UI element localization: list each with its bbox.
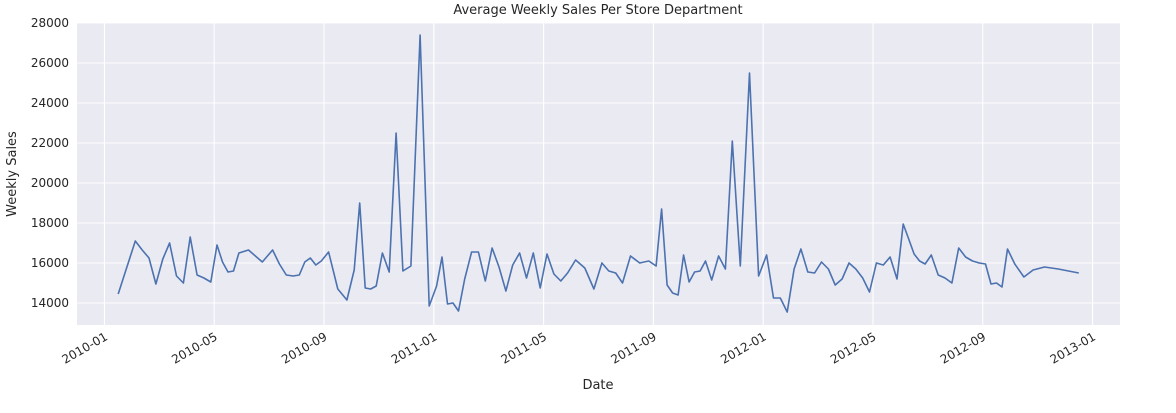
sales-line — [117, 34, 1079, 313]
x-tick-label: 2010-01 — [60, 329, 110, 366]
y-tick-label: 16000 — [31, 256, 69, 270]
x-tick-label: 2010-05 — [169, 329, 219, 366]
x-tick-label: 2012-05 — [828, 329, 878, 366]
x-tick-label: 2011-09 — [608, 329, 658, 366]
x-axis-label: Date — [582, 378, 613, 393]
x-tick-label: 2012-09 — [938, 329, 988, 366]
y-tick-label: 26000 — [31, 56, 69, 70]
y-tick-label: 28000 — [31, 16, 69, 30]
plot-background — [77, 23, 1120, 325]
chart-title: Average Weekly Sales Per Store Departmen… — [453, 3, 742, 18]
y-tick-label: 24000 — [31, 96, 69, 110]
y-tick-label: 14000 — [31, 296, 69, 310]
y-tick-label: 18000 — [31, 216, 69, 230]
y-tick-label: 22000 — [31, 136, 69, 150]
x-tick-label: 2010-09 — [279, 329, 329, 366]
y-axis-label: Weekly Sales — [5, 131, 20, 217]
x-tick-label: 2011-01 — [389, 329, 439, 366]
y-tick-label: 20000 — [31, 176, 69, 190]
x-tick-label: 2011-05 — [499, 329, 549, 366]
x-tick-label: 2013-01 — [1048, 329, 1098, 366]
x-tick-label: 2012-01 — [718, 329, 768, 366]
